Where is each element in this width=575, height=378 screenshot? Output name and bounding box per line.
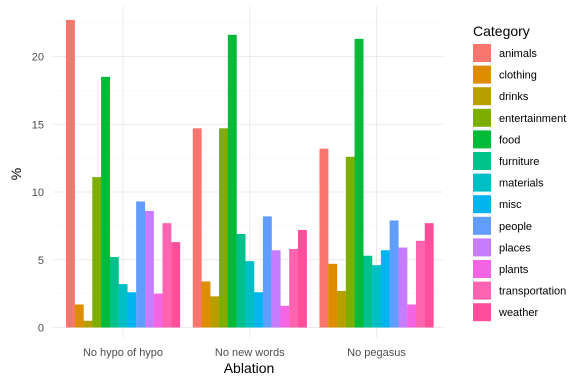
bar-places <box>144 210 154 328</box>
y-tick-label: 10 <box>32 187 44 199</box>
bar-materials <box>118 284 128 328</box>
legend-label: furniture <box>499 156 539 168</box>
bar-entertainment <box>345 156 355 328</box>
legend-key-entertainment <box>473 108 491 127</box>
bar-furniture <box>109 257 119 328</box>
y-tick-label: 15 <box>32 119 44 131</box>
legend-key-transportation <box>473 281 491 300</box>
bar-people <box>389 220 399 328</box>
bar-transportation <box>162 223 172 328</box>
legend-key-furniture <box>473 152 491 170</box>
legend-key-people <box>473 216 491 235</box>
bar-misc <box>254 292 264 328</box>
bar-furniture <box>236 234 246 328</box>
bar-animals <box>66 19 75 328</box>
legend-label: food <box>499 134 520 146</box>
bar-weather <box>171 242 181 328</box>
bar-animals <box>319 148 329 328</box>
bar-drinks <box>210 296 220 328</box>
bar-drinks <box>83 320 93 328</box>
legend-key-plants <box>473 260 491 278</box>
legend-label: clothing <box>499 70 537 82</box>
legend-label: entertainment <box>499 113 566 125</box>
bar-plants <box>407 304 417 328</box>
bar-clothing <box>201 281 211 328</box>
legend: Category animals clothing drinks entertainm… <box>473 23 566 322</box>
bar-drinks <box>337 290 346 328</box>
bar-weather <box>424 223 434 328</box>
bar-people <box>262 216 272 328</box>
y-tick-label: 5 <box>38 255 44 267</box>
bar-animals <box>192 128 202 328</box>
legend-label: people <box>499 221 532 233</box>
bar-transportation <box>415 240 425 328</box>
x-tick-label: No new words <box>215 347 285 359</box>
legend-label: transportation <box>499 286 566 298</box>
legend-key-misc <box>473 195 491 214</box>
bar-misc <box>127 292 137 328</box>
bar-plants <box>153 293 163 328</box>
legend-label: weather <box>498 307 538 319</box>
legend-label: drinks <box>499 91 529 103</box>
bar-places <box>271 250 281 328</box>
legend-key-materials <box>473 173 491 192</box>
x-axis-title: Ablation <box>224 360 275 376</box>
bar-plants <box>280 305 290 328</box>
legend-label: materials <box>499 178 544 190</box>
bar-people <box>136 201 146 328</box>
y-tick-labels: 0 5 10 15 20 <box>32 52 44 335</box>
bar-weather <box>297 229 307 328</box>
bar-entertainment <box>219 128 228 328</box>
legend-label: animals <box>499 48 537 60</box>
legend-label: plants <box>499 264 529 276</box>
legend-key-places <box>473 238 491 257</box>
y-tick-label: 20 <box>32 52 44 64</box>
bar-food <box>354 38 364 328</box>
bar-food <box>227 34 237 328</box>
bar-misc <box>380 250 390 328</box>
x-tick-label: No hypo of hypo <box>83 347 163 359</box>
bar-furniture <box>363 255 373 328</box>
bar-materials <box>372 265 382 328</box>
bar-clothing <box>74 304 84 328</box>
legend-key-food <box>473 130 491 149</box>
x-tick-labels: No hypo of hypo No new words No pegasus <box>83 347 406 359</box>
legend-key-clothing <box>473 65 491 84</box>
bar-clothing <box>328 263 338 328</box>
legend-label: misc <box>499 199 522 211</box>
legend-key-drinks <box>473 87 491 106</box>
bar-food <box>101 76 110 328</box>
x-tick-label: No pegasus <box>347 347 406 359</box>
legend-title: Category <box>473 23 530 39</box>
y-axis-title: % <box>8 168 24 180</box>
legend-key-animals <box>473 44 491 62</box>
bar-transportation <box>289 248 299 328</box>
y-tick-label: 0 <box>38 323 44 335</box>
bars <box>66 19 434 328</box>
legend-key-weather <box>473 303 491 322</box>
legend-label: places <box>499 242 531 254</box>
bar-entertainment <box>92 177 102 328</box>
bar-places <box>398 247 408 328</box>
bar-materials <box>245 261 255 328</box>
